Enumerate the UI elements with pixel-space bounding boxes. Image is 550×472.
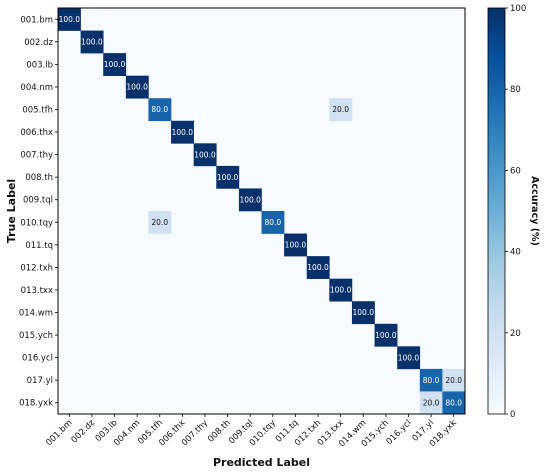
y-tick-label: 001.bm: [20, 15, 53, 25]
cell-value-label: 100.0: [126, 83, 148, 92]
heatmap-cell: [80, 30, 104, 54]
y-axis-label: True Label: [5, 179, 18, 243]
colorbar-tick-label: 100: [510, 4, 526, 14]
y-tick-label: 009.tql: [23, 196, 53, 206]
colorbar-tick-label: 0: [510, 410, 515, 420]
y-tick-labels: 001.bm 002.dz 003.lb 004.nm 005.tfh 006.thx 00…: [19, 15, 58, 409]
y-tick-label: 005.tfh: [22, 106, 53, 116]
colorbar-tick-label: 60: [510, 166, 521, 176]
colorbar-tick-label: 40: [510, 248, 521, 258]
heatmap-cell: [442, 368, 466, 392]
heatmap-cell: [148, 98, 172, 122]
heatmap-cell: [306, 256, 330, 279]
heatmap-cell: [284, 233, 308, 257]
heatmap-cell: [238, 188, 262, 212]
heatmap-cells: 100.0 100.0 100.0 100.0 80.0 20.0 100.0 100.0 10…: [58, 8, 466, 415]
cell-value-label: 100.0: [172, 128, 194, 137]
y-tick-label: 017.yl: [27, 376, 53, 386]
heatmap-cell: [148, 211, 172, 234]
cell-value-label: 100.0: [59, 15, 81, 24]
colorbar-ticks: 0 20 40 60 80 100: [505, 4, 526, 420]
y-tick-label: 013.txx: [21, 286, 53, 296]
cell-value-label: 20.0: [332, 105, 349, 114]
colorbar-gradient: [487, 7, 506, 415]
cell-value-label: 100.0: [217, 173, 239, 182]
y-tick-label: 007.thy: [20, 151, 53, 161]
cell-value-label: 100.0: [375, 331, 397, 340]
colorbar-tick-label: 80: [510, 85, 521, 95]
heatmap-cell: [193, 143, 217, 167]
y-tick-label: 008.th: [25, 173, 53, 183]
colorbar-tick-label: 20: [510, 329, 521, 339]
heatmap-cell: [374, 323, 398, 347]
heatmap-cell: [351, 301, 375, 325]
cell-value-label: 100.0: [353, 308, 375, 317]
cell-value-label: 100.0: [239, 195, 261, 204]
y-tick-label: 002.dz: [24, 38, 53, 48]
x-tick-label: 001.bm: [44, 418, 74, 448]
y-tick-label: 014.wm: [19, 309, 53, 319]
heatmap-cell: [261, 211, 285, 234]
cell-value-label: 100.0: [330, 286, 352, 295]
heatmap-cell: [397, 346, 421, 370]
y-tick-label: 016.ycl: [22, 354, 53, 364]
cell-value-label: 20.0: [151, 218, 168, 227]
y-tick-label: 012.txh: [20, 263, 53, 273]
cell-value-label: 100.0: [104, 60, 126, 69]
cell-value-label: 80.0: [264, 218, 281, 227]
heatmap-frame: [57, 7, 466, 415]
heatmap-cell: [216, 165, 240, 189]
x-axis-label: Predicted Label: [213, 456, 310, 469]
heatmap-cell: [171, 120, 194, 144]
heatmap-cell: [329, 98, 353, 122]
cell-value-label: 100.0: [194, 150, 216, 159]
y-tick-label: 015.ych: [19, 331, 53, 341]
x-tick-label: 002.dz: [70, 418, 98, 446]
y-tick-label: 006.thx: [20, 128, 53, 138]
colorbar-label: Accuracy (%): [529, 176, 540, 246]
heatmap-cell: [103, 53, 127, 76]
heatmap-plot-area: 100.0 100.0 100.0 100.0 80.0 20.0 100.0 100.0 10…: [57, 7, 466, 415]
heatmap-cell: [125, 75, 149, 99]
y-tick-label: 004.nm: [20, 83, 53, 93]
y-tick-label: 018.yxk: [19, 399, 53, 409]
cell-value-label: 80.0: [423, 376, 440, 385]
heatmap-cell: [419, 368, 443, 392]
cell-value-label: 80.0: [151, 105, 168, 114]
cell-value-label: 20.0: [445, 376, 462, 385]
cell-value-label: 100.0: [398, 353, 420, 362]
y-tick-label: 003.lb: [26, 60, 53, 70]
cell-value-label: 100.0: [285, 241, 307, 250]
cell-value-label: 100.0: [307, 263, 329, 272]
cell-value-label: 20.0: [423, 398, 440, 407]
x-tick-labels: 001.bm002.dz003.lb004.nm005.tfh006.thx00…: [44, 414, 459, 449]
heatmap-cell: [58, 8, 81, 31]
heatmap-cell: [329, 278, 353, 302]
heatmap-cell: [419, 391, 443, 415]
cell-value-label: 100.0: [81, 38, 103, 47]
x-tick-label: 016.ycl: [385, 418, 414, 447]
heatmap-cell: [442, 391, 466, 415]
y-tick-label: 010.tqy: [20, 218, 53, 228]
colorbar: 0 20 40 60 80 100 Accuracy (%): [487, 4, 540, 420]
cell-value-label: 80.0: [445, 398, 462, 407]
y-tick-label: 011.tq: [25, 241, 53, 251]
